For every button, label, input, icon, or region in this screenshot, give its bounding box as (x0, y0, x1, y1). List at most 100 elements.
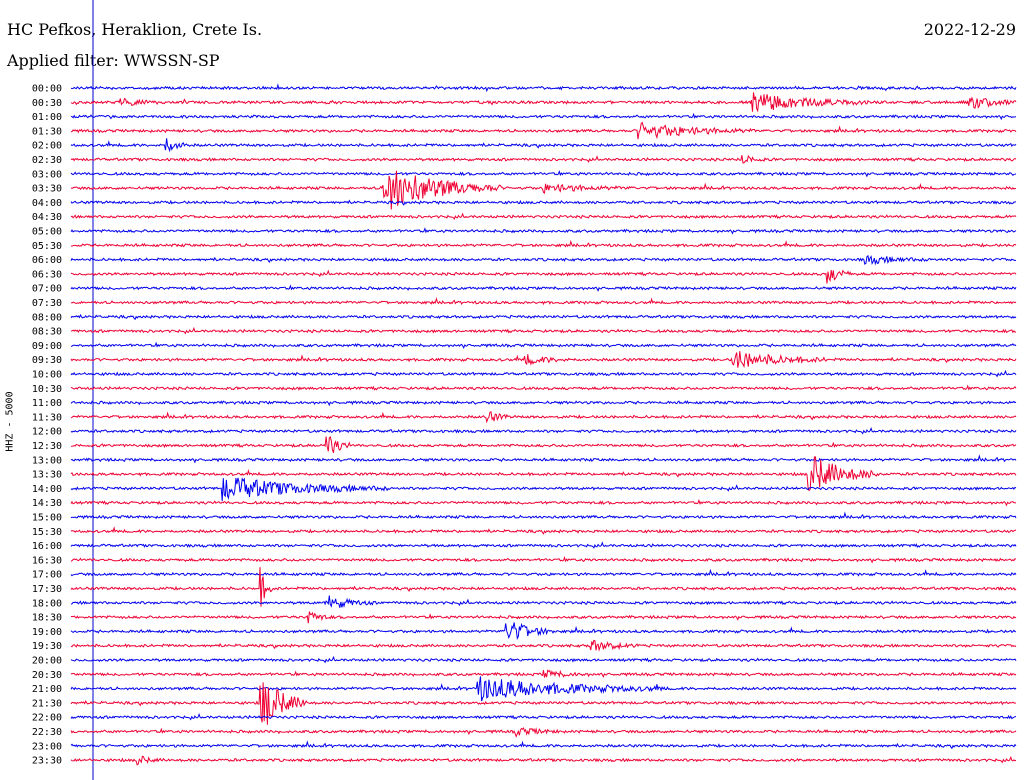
row-time-label: 02:00 (32, 141, 62, 152)
trace-row (70, 595, 1017, 608)
row-time-label: 21:30 (32, 698, 62, 709)
trace-row (70, 526, 1017, 535)
row-time-label: 06:00 (32, 255, 62, 266)
row-time-label: 14:00 (32, 484, 62, 495)
trace-row (70, 622, 1017, 641)
row-time-label: 01:30 (32, 126, 62, 137)
trace-row (70, 511, 1017, 520)
trace-row (70, 269, 1017, 284)
row-time-label: 16:30 (32, 555, 62, 566)
filter-label: Applied filter: WWSSN-SP (7, 51, 220, 70)
trace-row (70, 341, 1017, 349)
row-time-label: 20:30 (32, 670, 62, 681)
row-time-label: 11:30 (32, 412, 62, 423)
trace-row (70, 369, 1017, 378)
row-time-label: 04:00 (32, 198, 62, 209)
row-time-label: 13:30 (32, 470, 62, 481)
row-time-label: 00:30 (32, 98, 62, 109)
row-time-label: 03:00 (32, 169, 62, 180)
station-title: HC Pefkos, Heraklion, Crete Is. (7, 20, 263, 39)
row-time-label: 19:00 (32, 627, 62, 638)
trace-row (70, 477, 1017, 502)
row-time-label: 15:30 (32, 527, 62, 538)
trace-row (70, 611, 1017, 624)
row-time-label: 12:30 (32, 441, 62, 452)
row-time-label: 01:00 (32, 112, 62, 123)
row-time-label: 20:00 (32, 656, 62, 667)
row-time-label: 18:00 (32, 598, 62, 609)
trace-row (70, 655, 1017, 664)
row-time-label: 22:00 (32, 713, 62, 724)
trace-row (70, 541, 1017, 549)
trace-row (70, 170, 1017, 210)
trace-row (70, 411, 1017, 424)
trace-row (70, 568, 1017, 577)
trace-row (70, 456, 1017, 492)
row-time-label: 14:30 (32, 498, 62, 509)
row-time-label: 09:30 (32, 355, 62, 366)
row-time-label: 22:30 (32, 727, 62, 738)
row-time-label: 05:30 (32, 241, 62, 252)
row-time-label: 02:30 (32, 155, 62, 166)
row-time-label: 05:00 (32, 227, 62, 238)
row-time-label: 08:00 (32, 312, 62, 323)
trace-row (70, 740, 1017, 750)
row-time-label: 04:30 (32, 212, 62, 223)
row-time-label: 09:00 (32, 341, 62, 352)
trace-row (70, 92, 1017, 113)
trace-row (70, 313, 1017, 321)
trace-row (70, 83, 1017, 93)
row-time-label: 16:00 (32, 541, 62, 552)
trace-row (70, 556, 1017, 564)
row-time-label: 23:00 (32, 741, 62, 752)
trace-row (70, 567, 1017, 607)
row-time-label: 10:00 (32, 370, 62, 381)
trace-row (70, 712, 1017, 721)
trace-row (70, 239, 1017, 248)
trace-row (70, 676, 1017, 702)
row-time-label: 13:00 (32, 455, 62, 466)
trace-row (70, 212, 1017, 221)
row-time-label: 17:30 (32, 584, 62, 595)
record-date: 2022-12-29 (923, 20, 1016, 39)
trace-row (70, 254, 1017, 266)
row-time-label: 00:00 (32, 84, 62, 95)
trace-row (70, 121, 1017, 140)
trace-row (70, 154, 1017, 164)
row-time-label: 08:30 (32, 327, 62, 338)
trace-row (70, 284, 1017, 292)
trace-row (70, 326, 1017, 335)
row-time-label: 06:30 (32, 269, 62, 280)
row-time-label: 12:00 (32, 427, 62, 438)
trace-row (70, 639, 1017, 652)
row-time-label: 10:30 (32, 384, 62, 395)
row-time-label: 18:30 (32, 613, 62, 624)
trace-row (70, 297, 1017, 306)
row-time-label: 07:00 (32, 284, 62, 295)
trace-row (70, 169, 1017, 178)
trace-row (70, 682, 1017, 725)
row-time-label: 19:30 (32, 641, 62, 652)
trace-row (70, 199, 1017, 206)
row-time-label: 11:00 (32, 398, 62, 409)
row-time-label: 23:30 (32, 756, 62, 767)
trace-row (71, 436, 1017, 453)
trace-row (70, 454, 1017, 464)
trace-row (70, 384, 1017, 391)
trace-row (70, 426, 1017, 435)
trace-row (70, 400, 1017, 407)
trace-row (70, 138, 1017, 153)
trace-row (70, 112, 1017, 121)
row-time-label: 03:30 (32, 184, 62, 195)
row-time-label: 21:00 (32, 684, 62, 695)
trace-row (70, 727, 1017, 738)
trace-row (70, 669, 1017, 678)
trace-row (70, 755, 1017, 766)
trace-row (70, 351, 1017, 369)
trace-row (70, 498, 1017, 507)
row-time-label: 15:00 (32, 513, 62, 524)
row-time-label: 07:30 (32, 298, 62, 309)
row-time-label: 17:00 (32, 570, 62, 581)
trace-row (70, 227, 1017, 235)
